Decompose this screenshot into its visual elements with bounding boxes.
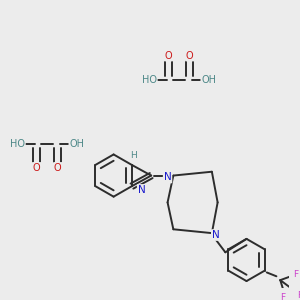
Text: OH: OH bbox=[201, 75, 216, 85]
Text: N: N bbox=[138, 185, 146, 195]
Text: HO: HO bbox=[10, 139, 25, 149]
Text: HO: HO bbox=[142, 75, 157, 85]
Text: F: F bbox=[297, 291, 300, 300]
Text: O: O bbox=[165, 51, 172, 61]
Text: N: N bbox=[212, 230, 220, 240]
Text: F: F bbox=[280, 293, 285, 300]
Text: O: O bbox=[54, 163, 62, 173]
Text: H: H bbox=[130, 151, 137, 160]
Text: F: F bbox=[293, 270, 298, 279]
Text: N: N bbox=[164, 172, 171, 182]
Text: O: O bbox=[33, 163, 41, 173]
Text: O: O bbox=[186, 51, 194, 61]
Text: OH: OH bbox=[70, 139, 85, 149]
